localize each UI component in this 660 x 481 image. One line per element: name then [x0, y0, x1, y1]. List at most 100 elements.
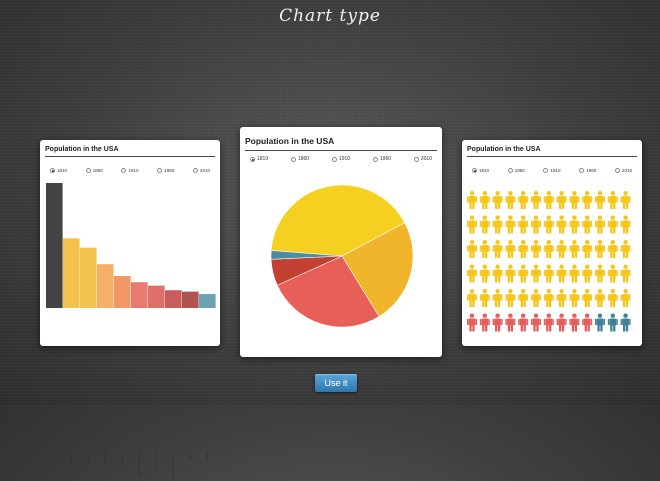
year-radio-1860[interactable]: 1860 [290, 156, 309, 162]
radio-label: 1910 [338, 156, 351, 162]
radio-dot[interactable] [472, 168, 477, 173]
person-icon [569, 191, 580, 209]
person-icon [569, 289, 580, 307]
bar [182, 291, 199, 308]
person-icon [607, 240, 618, 258]
person-icon [556, 240, 567, 258]
bar-category-label: Baltimore [86, 452, 90, 466]
icon-chart-card[interactable]: Population in the USA 1810 1860 1910 1960 20… [462, 140, 642, 346]
radio-label: 1810 [479, 168, 490, 173]
person-icon [518, 289, 529, 307]
person-icon [467, 313, 477, 332]
person-icon [620, 264, 631, 283]
person-icon [492, 191, 503, 209]
radio-dot[interactable] [543, 168, 549, 173]
person-icon [531, 289, 541, 307]
person-icon [531, 313, 541, 332]
bar-category-label: Albany [205, 452, 209, 462]
radio-dot[interactable] [507, 168, 513, 173]
person-icon [505, 313, 516, 332]
year-radio-1910[interactable]: 1910 [121, 168, 138, 173]
year-radio-1860[interactable]: 1860 [507, 168, 525, 173]
year-radio-1810[interactable]: 1810 [250, 156, 268, 162]
person-icon [492, 240, 503, 258]
radio-dot[interactable] [372, 156, 378, 162]
year-radio-1960[interactable]: 1960 [579, 168, 596, 173]
person-icon [556, 191, 567, 209]
year-radio-1910[interactable]: 1910 [331, 156, 351, 162]
year-radio-2010[interactable]: 2010 [192, 168, 210, 173]
radio-label: 1910 [128, 168, 139, 173]
bar-category-label: New Orleans [154, 452, 158, 471]
bar-chart-card[interactable]: Population in the USA 1810 1860 1910 1960 20… [40, 140, 220, 481]
person-icon [556, 313, 567, 332]
person-icon [479, 313, 490, 332]
person-icon [569, 215, 580, 234]
pie-chart-card[interactable]: Population in the USA 1810 1860 1910 1960 20… [240, 127, 442, 357]
radio-label: 1860 [514, 168, 525, 173]
radio-dot[interactable] [250, 156, 255, 162]
person-icon [518, 215, 529, 234]
person-icon [595, 240, 605, 258]
person-icon [543, 240, 554, 258]
bar [97, 264, 114, 308]
person-icon [582, 215, 593, 234]
person-icon [505, 191, 516, 209]
person-icon [492, 215, 503, 234]
year-radio-group: 1810 1860 1910 1960 2010 [250, 156, 432, 162]
person-icon [595, 313, 605, 332]
year-radio-2010[interactable]: 2010 [413, 156, 432, 162]
bar [148, 285, 165, 308]
bar-category-label: Salem [188, 452, 192, 462]
person-icon [467, 240, 477, 258]
person-icon [543, 313, 554, 332]
bar [46, 183, 63, 308]
person-icon [556, 264, 567, 283]
person-icon [620, 289, 631, 307]
radio-dot[interactable] [50, 168, 55, 173]
year-radio-1960[interactable]: 1960 [372, 156, 391, 162]
person-icon [492, 313, 503, 332]
person-icon [518, 240, 529, 258]
person-icon [595, 215, 605, 234]
radio-label: 1860 [92, 168, 103, 173]
person-icon [505, 289, 516, 307]
radio-dot[interactable] [614, 168, 620, 173]
radio-label: 1960 [586, 168, 597, 173]
person-icon [543, 191, 554, 209]
card-title: Population in the USA [45, 146, 215, 157]
radio-dot[interactable] [157, 168, 163, 173]
radio-dot[interactable] [85, 168, 91, 173]
year-radio-1810[interactable]: 1810 [50, 168, 67, 173]
year-radio-1960[interactable]: 1960 [157, 168, 174, 173]
radio-dot[interactable] [290, 156, 296, 162]
radio-dot[interactable] [331, 156, 337, 162]
year-radio-1860[interactable]: 1860 [85, 168, 103, 173]
year-radio-2010[interactable]: 2010 [614, 168, 632, 173]
radio-label: 2010 [420, 156, 432, 162]
person-icon [582, 191, 593, 209]
person-icon [569, 240, 580, 258]
radio-dot[interactable] [192, 168, 198, 173]
radio-dot[interactable] [121, 168, 127, 173]
bar-chart [46, 183, 216, 308]
year-radio-1810[interactable]: 1810 [472, 168, 489, 173]
person-icon [595, 289, 605, 307]
radio-dot[interactable] [579, 168, 585, 173]
use-it-button[interactable]: Use it [315, 374, 357, 392]
person-icon [569, 264, 580, 283]
year-radio-1910[interactable]: 1910 [543, 168, 560, 173]
person-icon [505, 215, 516, 234]
person-icon [569, 313, 580, 332]
person-icon [620, 191, 631, 209]
person-icon [467, 215, 477, 234]
person-icon [607, 264, 618, 283]
person-icon [556, 215, 567, 234]
person-icon [620, 313, 631, 332]
page-title: Chart type [279, 6, 381, 26]
bar-category-label: Charleston [120, 452, 124, 468]
person-icon [543, 289, 554, 307]
radio-dot[interactable] [413, 156, 419, 162]
person-icon [582, 289, 593, 307]
person-icon [531, 264, 541, 283]
